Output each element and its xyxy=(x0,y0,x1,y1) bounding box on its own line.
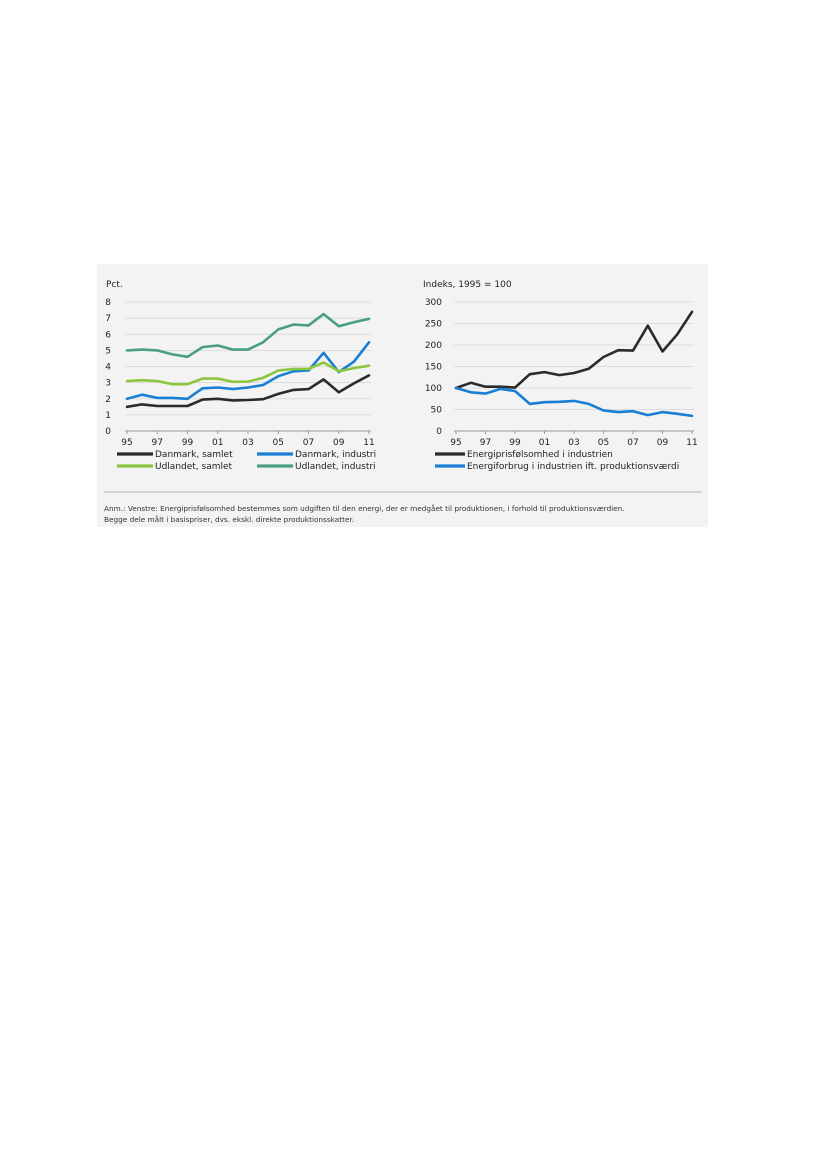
chart1-x-tick-label: 11 xyxy=(363,438,374,448)
figure-note: Anm.: Venstre: Energiprisfølsomhed beste… xyxy=(104,503,704,525)
chart2-x-tick-label: 95 xyxy=(450,438,461,448)
chart1-y-tick-label: 4 xyxy=(105,363,111,373)
chart1-y-tick-label: 8 xyxy=(105,298,111,308)
chart1-unit-label: Pct. xyxy=(106,280,123,290)
chart2-y-tick-label: 300 xyxy=(425,298,442,308)
chart2-y-tick-label: 0 xyxy=(436,427,442,437)
chart2-y-tick-label: 250 xyxy=(425,320,442,330)
chart2-x-tick-label: 05 xyxy=(598,438,609,448)
chart2-x-tick-label: 11 xyxy=(686,438,697,448)
chart1-legend-label-3: Udlandet, samlet xyxy=(155,462,233,472)
chart2-legend-label-1: Energiprisfølsomhed i industrien xyxy=(467,450,613,460)
chart2-x-tick-label: 97 xyxy=(480,438,491,448)
chart1-y-tick-label: 0 xyxy=(105,427,111,437)
chart1-y-tick-label: 5 xyxy=(105,346,111,356)
chart2-series-line-1 xyxy=(454,310,694,390)
chart1-x-tick-label: 99 xyxy=(182,438,194,448)
chart1-legend-label-4: Udlandet, industri xyxy=(295,462,376,472)
chart1-x-tick-label: 03 xyxy=(242,438,253,448)
chart1-series-line-4 xyxy=(125,312,371,359)
chart2-y-tick-label: 150 xyxy=(425,363,442,373)
chart2-y-tick-label: 50 xyxy=(431,406,443,416)
note-line-2: Begge dele målt i basispriser, dvs. eksk… xyxy=(104,515,355,524)
chart2-x-tick-label: 01 xyxy=(539,438,550,448)
chart2-y-tick-label: 100 xyxy=(425,384,442,394)
chart2-legend-label-2: Energiforbrug i industrien ift. produkti… xyxy=(467,462,679,472)
chart1-series-line-3 xyxy=(125,361,371,386)
chart1-legend-label-2: Danmark, industri xyxy=(295,450,376,460)
chart2-x-tick-label: 99 xyxy=(509,438,521,448)
figure-panel: Pct. 0 1 2 3 4 5 6 7 8 95 97 99 01 03 05 07 09 11 Danmark, … xyxy=(97,264,708,527)
chart1-x-tick-label: 01 xyxy=(212,438,223,448)
chart2-series-line-2 xyxy=(454,386,694,418)
chart1-series-line-1 xyxy=(125,374,371,409)
chart2-x-tick-label: 07 xyxy=(627,438,638,448)
chart2-x-tick-label: 09 xyxy=(657,438,669,448)
chart2-x-tick-label: 03 xyxy=(568,438,579,448)
chart1-x-tick-label: 95 xyxy=(121,438,132,448)
chart2-y-tick-label: 200 xyxy=(425,341,442,351)
chart2-unit-label: Indeks, 1995 = 100 xyxy=(423,280,512,290)
chart1-x-tick-label: 05 xyxy=(273,438,284,448)
chart1-legend-label-1: Danmark, samlet xyxy=(155,450,233,460)
note-line-1: Anm.: Venstre: Energiprisfølsomhed beste… xyxy=(104,504,625,513)
chart1-y-tick-label: 2 xyxy=(105,395,111,405)
chart1-y-tick-label: 1 xyxy=(105,411,111,421)
chart1-series-line-2 xyxy=(125,341,371,401)
chart1-x-tick-label: 07 xyxy=(303,438,314,448)
chart1-y-tick-label: 6 xyxy=(105,330,111,340)
chart1-y-tick-label: 3 xyxy=(105,379,111,389)
chart1-y-tick-label: 7 xyxy=(105,314,111,324)
chart1-x-tick-label: 09 xyxy=(333,438,345,448)
chart1-x-tick-label: 97 xyxy=(152,438,163,448)
